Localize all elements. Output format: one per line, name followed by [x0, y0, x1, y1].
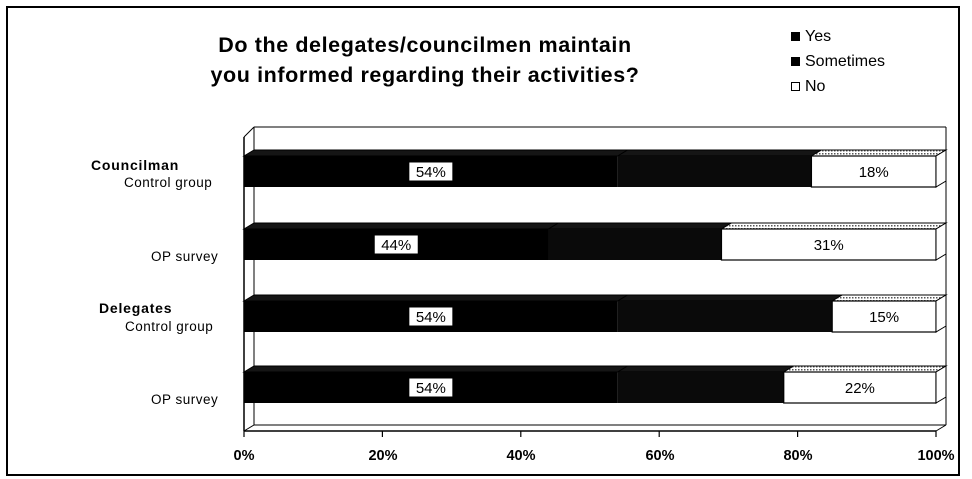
data-label-r1-s0: 44% — [381, 237, 411, 254]
x-tick-80: 80% — [783, 448, 813, 464]
category-label-councilman-op: OP survey — [151, 249, 219, 264]
bar-end-r1 — [935, 222, 947, 261]
y-axis-depth-line — [243, 126, 255, 138]
category-group-delegates: Delegates — [99, 300, 173, 316]
bar-top-r2-s1 — [615, 294, 845, 302]
category-label-delegates-control: Control group — [125, 319, 214, 334]
bar-top-r1-s2 — [719, 222, 948, 230]
data-label-r3-s0: 54% — [416, 380, 446, 397]
legend-item-no: No — [791, 76, 885, 97]
chart-title-line-1: Do the delegates/councilmen maintain — [218, 33, 632, 57]
x-tick-0: 0% — [233, 448, 255, 464]
bar-top-r0-s0 — [242, 149, 630, 157]
data-label-r0-s2: 18% — [859, 164, 889, 181]
bar-top-r3-s0 — [242, 365, 630, 373]
data-label-r2-s0: 54% — [416, 309, 446, 326]
bar-top-r3-s2 — [781, 365, 948, 373]
bar-r2-s2 — [831, 300, 937, 333]
data-label-box-r3-s0 — [408, 377, 454, 398]
data-label-box-r1-s0 — [373, 234, 419, 255]
legend-item-yes: Yes — [791, 26, 885, 47]
chart-title-line-2: you informed regarding their activities? — [210, 63, 640, 87]
bar-top-r2-s0 — [242, 294, 630, 302]
floor-back-edge — [243, 424, 946, 432]
bar-top-r1-s0 — [242, 222, 561, 230]
data-label-r0-s0: 54% — [416, 164, 446, 181]
bar-end-r2 — [935, 294, 947, 333]
x-tick-20: 20% — [368, 448, 398, 464]
data-label-r3-s2: 22% — [845, 380, 875, 397]
bar-end-r0 — [935, 149, 947, 188]
legend-item-sometimes: Sometimes — [791, 51, 885, 72]
bar-top-r0-s1 — [615, 149, 824, 157]
legend-label-yes: Yes — [805, 27, 832, 45]
legend-swatch-sometimes — [791, 57, 800, 66]
data-label-box-r0-s0 — [408, 161, 454, 182]
bar-top-r3-s1 — [615, 365, 796, 373]
bar-r3-s2 — [783, 371, 937, 404]
data-label-r1-s2: 31% — [814, 237, 844, 254]
category-label-councilman-control: Control group — [124, 175, 213, 190]
legend-label-no: No — [805, 77, 826, 95]
bar-r2-s1 — [617, 301, 833, 332]
chart-title: Do the delegates/councilmen maintain you… — [140, 30, 710, 90]
data-label-r2-s2: 15% — [869, 309, 899, 326]
legend-label-sometimes: Sometimes — [805, 52, 886, 70]
legend-swatch-no — [791, 82, 800, 91]
x-tick-100: 100% — [917, 448, 955, 464]
bar-r0-s1 — [617, 156, 812, 187]
bar-top-r0-s2 — [809, 149, 948, 157]
bar-end-r3 — [935, 365, 947, 404]
category-group-councilman: Councilman — [91, 157, 180, 173]
data-label-box-r2-s0 — [408, 306, 454, 327]
legend-swatch-yes — [791, 32, 800, 41]
bar-top-r1-s1 — [546, 222, 734, 230]
category-label-delegates-op: OP survey — [151, 392, 219, 407]
x-axis-depth-line — [935, 424, 947, 432]
bar-r1-s1 — [548, 229, 722, 260]
x-tick-60: 60% — [645, 448, 675, 464]
bar-r3-s1 — [617, 372, 784, 403]
x-tick-40: 40% — [506, 448, 536, 464]
bar-top-r2-s2 — [830, 294, 948, 302]
bar-r1-s2 — [720, 228, 937, 261]
chart-legend: Yes Sometimes No — [791, 26, 885, 101]
